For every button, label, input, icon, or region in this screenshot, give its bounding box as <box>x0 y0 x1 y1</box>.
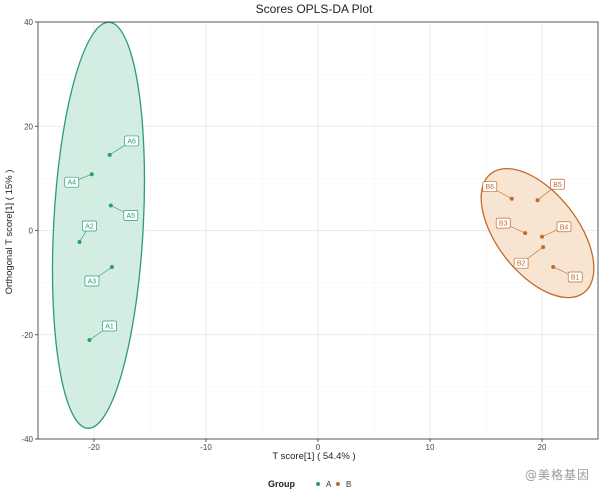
label-B6: B6 <box>485 184 494 191</box>
confidence-ellipses <box>51 21 595 429</box>
x-tick-label: -10 <box>200 443 212 452</box>
y-tick-label: 40 <box>24 18 33 27</box>
legend-title: Group <box>268 479 295 489</box>
point-B5 <box>535 198 540 203</box>
label-A4: A4 <box>67 180 76 187</box>
point-B4 <box>540 234 544 239</box>
y-tick-label: 0 <box>29 227 34 236</box>
y-axis-label: Orthogonal T score[1] ( 15% ) <box>4 170 15 295</box>
x-tick-label: -20 <box>88 443 100 452</box>
label-box-A4 <box>64 176 80 188</box>
point-A3 <box>109 264 114 269</box>
legend-key-b <box>336 482 340 486</box>
label-B4: B4 <box>560 224 569 231</box>
y-tick-label: 20 <box>24 122 33 131</box>
point-A2 <box>77 239 82 244</box>
label-box-B6 <box>482 181 498 193</box>
legend-label-a: A <box>326 480 332 489</box>
label-box-B1 <box>567 271 583 283</box>
x-tick-label: 0 <box>316 443 321 452</box>
label-A2: A2 <box>85 223 94 230</box>
point-A1 <box>87 337 92 342</box>
label-B2: B2 <box>517 261 526 268</box>
label-box-A2 <box>82 220 97 232</box>
point-A6 <box>107 152 112 157</box>
y-tick-label: -20 <box>21 331 33 340</box>
legend: Group A B <box>268 479 351 489</box>
label-A5: A5 <box>127 213 136 220</box>
y-tick-label: -40 <box>21 435 33 444</box>
label-box-A3 <box>84 275 100 287</box>
point-B2 <box>541 245 546 250</box>
label-A6: A6 <box>127 138 136 145</box>
label-B5: B5 <box>553 182 562 189</box>
point-B6 <box>509 196 514 201</box>
label-box-B3 <box>495 217 511 229</box>
x-tick-label: 20 <box>538 443 547 452</box>
point-B1 <box>551 264 556 269</box>
point-labels: A1 A2 A3 A4 A5 A6 B1 B2 B3 B4 B5 B6 <box>64 135 583 332</box>
watermark-text: @美格基因 <box>524 468 590 482</box>
legend-key-a <box>316 482 320 486</box>
chart-title: Scores OPLS-DA Plot <box>256 2 373 16</box>
ellipse-group-b <box>480 167 595 299</box>
x-axis-label: T score[1] ( 54.4% ) <box>272 451 355 462</box>
label-box-A5 <box>123 210 139 221</box>
y-axis-ticks: -40 -20 0 20 40 <box>21 18 38 444</box>
legend-label-b: B <box>346 480 351 489</box>
label-box-B5 <box>550 178 565 190</box>
label-box-A1 <box>102 320 117 332</box>
label-box-B4 <box>556 221 572 233</box>
label-B1: B1 <box>571 274 580 281</box>
x-axis-ticks: -20 -10 0 10 20 <box>88 439 547 452</box>
point-B3 <box>523 231 528 236</box>
point-A4 <box>89 172 94 177</box>
label-B3: B3 <box>499 221 508 228</box>
point-A5 <box>108 203 113 208</box>
label-A3: A3 <box>88 278 97 285</box>
x-tick-label: 10 <box>426 443 435 452</box>
label-A1: A1 <box>105 323 114 330</box>
data-points <box>77 152 556 342</box>
label-box-B2 <box>513 257 529 269</box>
label-box-A6 <box>124 135 140 147</box>
